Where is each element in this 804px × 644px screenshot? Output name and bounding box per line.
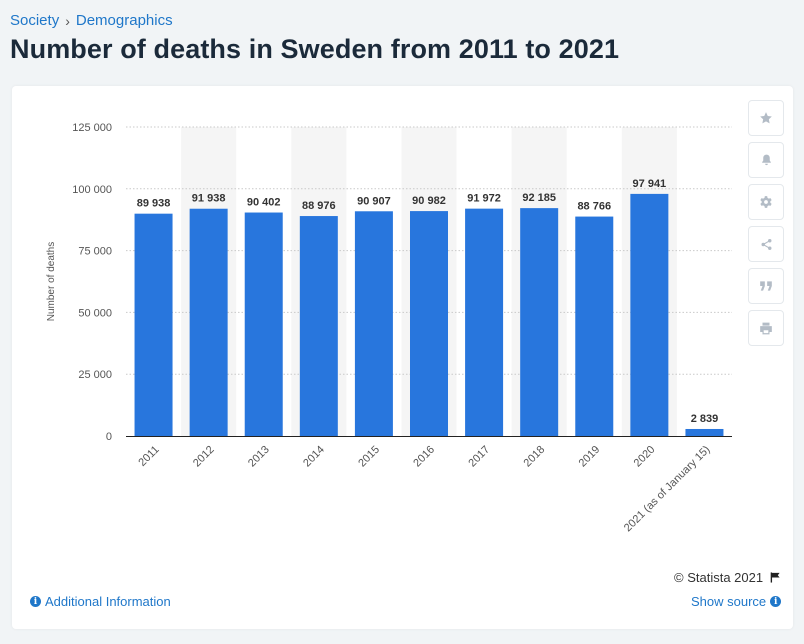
bar	[134, 213, 173, 436]
data-label: 90 907	[357, 195, 391, 207]
favorite-button[interactable]	[748, 100, 784, 136]
quote-icon	[760, 281, 772, 291]
bell-icon	[761, 154, 771, 166]
bar	[685, 428, 724, 436]
chart-card: 0 25 000 50 000 75 000 100 000 125 000 Number …	[12, 86, 793, 629]
share-button[interactable]	[748, 226, 784, 262]
data-label: 91 972	[467, 193, 501, 205]
breadcrumb: Society › Demographics	[10, 12, 173, 29]
show-source-link[interactable]: Show source i	[691, 594, 782, 609]
x-tick-label: 2019	[577, 444, 603, 470]
data-label: 88 976	[302, 200, 336, 212]
bar	[189, 208, 228, 436]
data-label: 91 938	[192, 193, 226, 205]
page-title: Number of deaths in Sweden from 2011 to …	[10, 34, 620, 64]
breadcrumb-society-link[interactable]: Society	[10, 12, 60, 29]
y-tick-label: 25 000	[78, 369, 112, 381]
bar-chart: 0 25 000 50 000 75 000 100 000 125 000 Number …	[46, 122, 732, 534]
settings-button[interactable]	[748, 184, 784, 220]
bar	[354, 211, 393, 436]
flag-icon[interactable]	[770, 572, 781, 583]
gear-icon	[760, 196, 772, 208]
notification-button[interactable]	[748, 142, 784, 178]
y-tick-label: 75 000	[78, 246, 112, 258]
y-tick-label: 100 000	[72, 184, 112, 196]
cite-button[interactable]	[748, 268, 784, 304]
bar	[299, 216, 338, 436]
data-label: 90 402	[247, 197, 281, 209]
breadcrumb-separator: ›	[65, 12, 70, 29]
x-tick-label: 2011	[136, 444, 161, 469]
additional-information-link[interactable]: i Additional Information	[30, 594, 171, 609]
y-tick-label: 0	[106, 431, 112, 443]
x-tick-label: 2015	[356, 444, 382, 470]
star-icon	[760, 112, 772, 124]
statista-copyright: © Statista 2021	[674, 570, 781, 585]
breadcrumb-demographics-link[interactable]: Demographics	[75, 12, 173, 29]
y-tick-label: 125 000	[72, 122, 112, 134]
show-source-label: Show source	[691, 594, 767, 609]
data-label: 88 766	[577, 201, 611, 213]
y-axis-title: Number of deaths	[46, 242, 57, 322]
data-label: 92 185	[522, 192, 556, 204]
bar	[465, 208, 504, 436]
bar	[630, 193, 669, 436]
data-label: 2 839	[691, 413, 719, 425]
x-tick-label: 2012	[191, 444, 217, 470]
share-icon	[761, 238, 771, 250]
x-tick-label: 2016	[411, 444, 437, 470]
bar	[244, 212, 283, 436]
x-tick-label: 2018	[522, 444, 548, 470]
print-button[interactable]	[748, 310, 784, 346]
x-tick-label: 2014	[301, 444, 327, 470]
data-label: 97 941	[633, 178, 667, 190]
info-icon: i	[770, 596, 782, 607]
info-icon: i	[30, 596, 41, 607]
x-tick-label: 2020	[632, 444, 658, 470]
y-tick-label: 50 000	[78, 307, 112, 319]
data-label: 89 938	[137, 198, 171, 210]
data-label: 90 982	[412, 195, 446, 207]
bar	[575, 216, 614, 436]
copyright-text: © Statista 2021	[674, 570, 764, 585]
x-tick-label: 2017	[466, 444, 492, 470]
x-tick-label: 2013	[246, 444, 272, 470]
bar	[410, 211, 448, 436]
bar	[520, 208, 559, 436]
additional-information-label: Additional Information	[45, 594, 171, 609]
print-icon	[760, 322, 772, 334]
